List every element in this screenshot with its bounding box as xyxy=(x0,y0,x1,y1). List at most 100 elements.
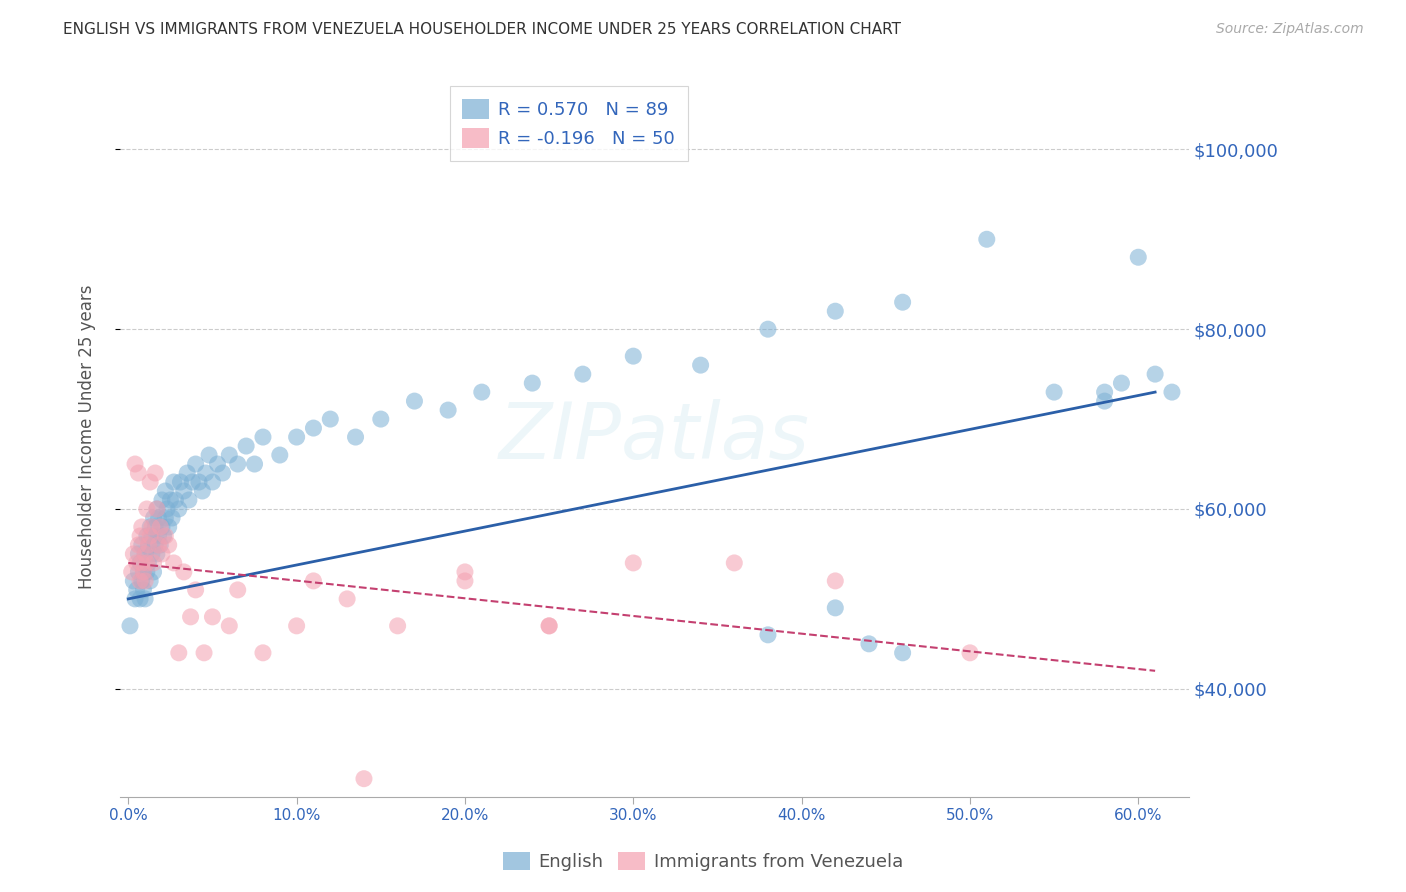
Point xyxy=(138,556,160,570)
Point xyxy=(135,529,157,543)
Point xyxy=(134,591,156,606)
Point xyxy=(127,466,149,480)
Point xyxy=(146,502,169,516)
Point xyxy=(129,574,152,588)
Point xyxy=(157,538,180,552)
Point xyxy=(201,610,224,624)
Point xyxy=(824,600,846,615)
Point xyxy=(139,529,162,543)
Point xyxy=(142,511,165,525)
Point xyxy=(1094,394,1116,409)
Point xyxy=(155,529,177,543)
Point xyxy=(131,574,153,588)
Point xyxy=(756,322,779,336)
Point xyxy=(152,529,174,543)
Point xyxy=(387,619,409,633)
Point xyxy=(159,493,181,508)
Point xyxy=(243,457,266,471)
Point xyxy=(1094,385,1116,400)
Point xyxy=(156,502,179,516)
Point xyxy=(621,556,644,570)
Point xyxy=(127,547,149,561)
Y-axis label: Householder Income Under 25 years: Householder Income Under 25 years xyxy=(79,285,96,590)
Point xyxy=(723,556,745,570)
Point xyxy=(139,520,162,534)
Point xyxy=(176,466,198,480)
Point xyxy=(201,475,224,489)
Point xyxy=(353,772,375,786)
Point xyxy=(235,439,257,453)
Text: ZIPatlas: ZIPatlas xyxy=(499,399,810,475)
Point xyxy=(344,430,367,444)
Point xyxy=(139,574,162,588)
Point xyxy=(173,565,195,579)
Point xyxy=(142,565,165,579)
Point xyxy=(184,457,207,471)
Point xyxy=(138,538,160,552)
Text: Source: ZipAtlas.com: Source: ZipAtlas.com xyxy=(1216,22,1364,37)
Point xyxy=(184,582,207,597)
Point xyxy=(891,295,914,310)
Point xyxy=(252,430,274,444)
Point xyxy=(148,538,170,552)
Point xyxy=(538,619,561,633)
Point xyxy=(142,556,165,570)
Point xyxy=(404,394,426,409)
Point xyxy=(141,547,163,561)
Point xyxy=(146,502,169,516)
Point xyxy=(135,502,157,516)
Point xyxy=(858,637,880,651)
Point xyxy=(148,529,170,543)
Point xyxy=(150,493,173,508)
Point xyxy=(135,565,157,579)
Point xyxy=(824,304,846,318)
Point xyxy=(336,591,359,606)
Point xyxy=(198,448,221,462)
Point xyxy=(121,565,143,579)
Point xyxy=(149,538,172,552)
Point xyxy=(437,403,460,417)
Point xyxy=(143,466,166,480)
Point xyxy=(163,475,186,489)
Point xyxy=(188,475,211,489)
Point xyxy=(163,556,186,570)
Point xyxy=(124,591,146,606)
Point xyxy=(621,349,644,363)
Point xyxy=(146,547,169,561)
Point xyxy=(118,619,141,633)
Point xyxy=(285,619,308,633)
Point xyxy=(370,412,392,426)
Point xyxy=(218,619,240,633)
Point xyxy=(211,466,233,480)
Legend: English, Immigrants from Venezuela: English, Immigrants from Venezuela xyxy=(495,846,911,879)
Point xyxy=(252,646,274,660)
Point xyxy=(150,547,173,561)
Point xyxy=(1161,385,1184,400)
Point xyxy=(454,574,477,588)
Point xyxy=(891,646,914,660)
Point xyxy=(132,565,155,579)
Point xyxy=(125,556,148,570)
Point xyxy=(226,582,249,597)
Point xyxy=(149,520,172,534)
Point xyxy=(824,574,846,588)
Point xyxy=(572,367,595,381)
Point xyxy=(127,538,149,552)
Point xyxy=(285,430,308,444)
Point xyxy=(319,412,342,426)
Point xyxy=(122,547,145,561)
Point xyxy=(129,591,152,606)
Point xyxy=(181,475,204,489)
Point xyxy=(269,448,291,462)
Text: ENGLISH VS IMMIGRANTS FROM VENEZUELA HOUSEHOLDER INCOME UNDER 25 YEARS CORRELATI: ENGLISH VS IMMIGRANTS FROM VENEZUELA HOU… xyxy=(63,22,901,37)
Point xyxy=(129,529,152,543)
Point xyxy=(132,565,155,579)
Point xyxy=(131,520,153,534)
Point xyxy=(191,483,214,498)
Point xyxy=(132,582,155,597)
Point xyxy=(302,574,325,588)
Point xyxy=(1043,385,1066,400)
Point xyxy=(124,457,146,471)
Point xyxy=(180,610,202,624)
Point xyxy=(1128,250,1150,264)
